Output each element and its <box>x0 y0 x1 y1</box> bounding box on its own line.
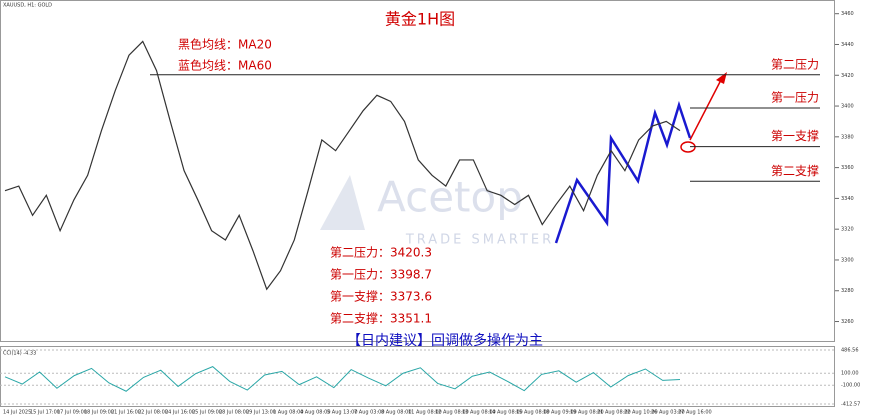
watermark-logo <box>320 175 365 230</box>
level-label: 第一压力：3398.7 <box>330 268 432 282</box>
x-tick-label: 1 Aug 08:00 <box>273 410 304 416</box>
y-tick-label: 3360 <box>841 165 854 171</box>
x-tick-label: 4 Aug 08:00 <box>300 410 331 416</box>
legend-note: 黑色均线：MA20 <box>178 38 272 52</box>
x-tick-label: 13 Aug 08:00 <box>462 410 496 416</box>
arrow <box>689 77 723 141</box>
price-line <box>4 40 681 291</box>
x-tick-label: 11 Aug 08:00 <box>408 410 442 416</box>
cci-frame <box>0 346 835 407</box>
level-label: 第一支撑：3373.6 <box>330 289 432 304</box>
y-tick-label: 3380 <box>841 134 854 140</box>
x-tick-label: 15 Aug 08:00 <box>516 410 550 416</box>
y-tick-label: 3440 <box>841 42 854 48</box>
cci-tick-label: -412.57 <box>841 402 860 408</box>
y-tick-label: 3260 <box>841 319 854 325</box>
level-label: 第二压力：3420.3 <box>330 246 432 260</box>
level-name: 第一压力 <box>771 91 819 105</box>
watermark: TRADE SMARTER <box>405 233 554 248</box>
y-tick-label: 3340 <box>841 196 854 202</box>
x-tick-label: 18 Jul 09:00 <box>84 410 114 416</box>
x-tick-label: 25 Jul 09:00 <box>192 410 222 416</box>
cci-tick-label: -100.00 <box>841 383 860 389</box>
x-tick-label: 22 Aug 10:00 <box>624 410 658 416</box>
x-tick-label: 29 Jul 13:00 <box>246 410 276 416</box>
scenario-path <box>554 100 692 244</box>
x-tick-label: 24 Jul 16:00 <box>165 410 195 416</box>
level-label: 第二支撑：3351.1 <box>330 311 432 326</box>
arrow-head <box>716 72 727 84</box>
x-tick-label: 8 Aug 08:00 <box>381 410 412 416</box>
y-tick-label: 3320 <box>841 227 854 233</box>
x-tick-label: 28 Jul 08:00 <box>219 410 249 416</box>
x-tick-label: 7 Aug 03:00 <box>354 410 385 416</box>
x-tick-label: 19 Aug 08:00 <box>570 410 604 416</box>
y-tick-label: 3460 <box>841 11 854 17</box>
watermark: Acetop <box>377 173 523 222</box>
cci-tick-label: 100.00 <box>841 371 859 377</box>
x-tick-label: 22 Jul 08:00 <box>138 410 168 416</box>
cci-title: CCI(14) -4.33 <box>3 351 36 357</box>
chart-title: 黄金1H图 <box>385 10 455 29</box>
x-tick-label: 15 Jul 17:00 <box>30 410 60 416</box>
level-name: 第一支撑 <box>771 128 819 143</box>
symbol: XAUUSD, H1: GOLD <box>3 3 52 9</box>
advice: 【日内建议】回调做多操作为主 <box>347 332 543 349</box>
x-tick-label: 14 Jul 2025 <box>3 410 31 416</box>
x-tick-label: 17 Jul 09:00 <box>57 410 87 416</box>
level-name: 第二支撑 <box>771 163 819 178</box>
y-tick-label: 3300 <box>841 257 854 263</box>
legend-note: 蓝色均线：MA60 <box>178 59 272 73</box>
x-tick-label: 21 Jul 16:00 <box>111 410 141 416</box>
x-tick-label: 21 Aug 08:00 <box>597 410 631 416</box>
x-tick-label: 26 Aug 03:00 <box>651 410 685 416</box>
x-tick-label: 27 Aug 16:00 <box>678 410 712 416</box>
y-tick-label: 3420 <box>841 73 854 79</box>
x-tick-label: 14 Aug 08:00 <box>489 410 523 416</box>
x-tick-label: 18 Aug 09:00 <box>543 410 577 416</box>
y-tick-label: 3400 <box>841 104 854 110</box>
main-frame <box>0 0 835 342</box>
cci-line <box>4 366 681 392</box>
y-tick-label: 3280 <box>841 288 854 294</box>
x-tick-label: 5 Aug 13:00 <box>327 410 358 416</box>
x-tick-label: 12 Aug 08:00 <box>435 410 469 416</box>
cci-tick-label: 486.56 <box>841 348 859 354</box>
level-name: 第二压力 <box>771 57 819 71</box>
